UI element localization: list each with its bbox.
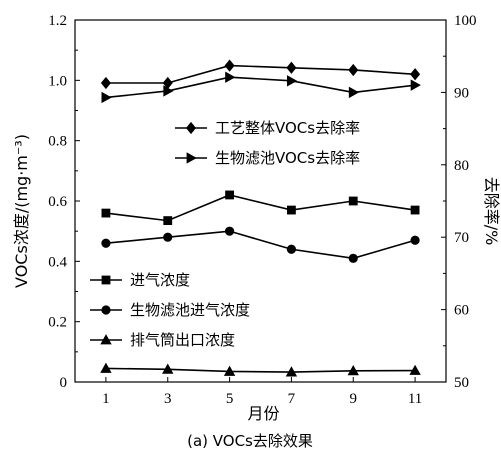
data-point	[100, 76, 111, 90]
axes: 1 3 5 7 9 11 0 0.2 0.4 0.6 0.8 1.0 1.2 50 60 70 80 90 100 月…	[12, 13, 501, 423]
data-point	[347, 365, 359, 376]
legend-marker	[185, 121, 197, 135]
data-point	[286, 244, 297, 254]
chart-caption: (a) VOCs去除效果	[187, 432, 313, 450]
x-axis-label: 月份	[247, 404, 279, 423]
y-left-tick-label: 0.6	[48, 194, 67, 210]
y-left-tick-label: 0.8	[48, 134, 67, 150]
legend-marker	[100, 334, 112, 345]
series-2	[101, 71, 421, 104]
y-left-tick-label: 1.0	[48, 73, 67, 89]
legend-item: 工艺整体VOCs去除率	[175, 119, 360, 137]
y-left-tick-label: 0.4	[48, 254, 67, 270]
x-tick-label: 9	[350, 391, 358, 407]
data-point	[348, 196, 358, 206]
x-tick-label: 7	[288, 391, 296, 407]
y-right-tick-label: 100	[454, 13, 477, 29]
data-point	[287, 205, 296, 215]
y-right-tick-label: 70	[454, 230, 469, 246]
x-tick-label: 3	[164, 391, 172, 407]
y-left-tick-label: 1.2	[48, 13, 67, 29]
data-point	[225, 190, 234, 200]
data-point	[163, 216, 173, 226]
data-point	[348, 86, 360, 99]
x-tick-label: 11	[408, 391, 422, 407]
data-point	[162, 363, 174, 374]
series-line	[105, 76, 416, 99]
legend-marker	[101, 275, 111, 285]
data-point	[410, 205, 420, 215]
legend-label: 进气浓度	[130, 271, 190, 289]
data-point	[348, 253, 358, 263]
series-line	[105, 367, 416, 373]
series-5	[100, 362, 421, 377]
data-point	[287, 75, 298, 87]
data-point	[410, 235, 420, 245]
data-point	[101, 91, 112, 104]
legend-label: 生物滤池进气浓度	[130, 301, 250, 319]
x-tick-label: 1	[102, 391, 110, 407]
data-point	[348, 63, 359, 77]
series-1	[100, 59, 421, 90]
y-right-tick-label: 90	[454, 85, 469, 101]
legend-label: 排气筒出口浓度	[130, 331, 235, 349]
series-4	[101, 226, 420, 263]
data-point	[286, 61, 297, 74]
data-point	[101, 208, 111, 218]
data-point	[410, 79, 421, 91]
legend-item: 生物滤池进气浓度	[90, 301, 250, 319]
data-point	[225, 71, 236, 83]
legend-label: 生物滤池VOCs去除率	[215, 149, 360, 167]
legend-item: 进气浓度	[90, 271, 190, 289]
series-line	[105, 230, 416, 260]
data-point	[410, 68, 421, 81]
y-left-axis-label: VOCs浓度/(mg·m⁻³)	[12, 134, 31, 288]
legend-marker	[186, 152, 197, 164]
y-left-tick-label: 0.2	[48, 315, 67, 331]
data-point	[100, 362, 112, 373]
data-point	[163, 85, 174, 97]
y-right-tick-label: 50	[454, 375, 469, 391]
legend-layer: 工艺整体VOCs去除率生物滤池VOCs去除率进气浓度生物滤池进气浓度排气筒出口浓…	[90, 119, 360, 349]
data-point	[101, 238, 111, 248]
series-3	[101, 190, 420, 226]
data-point	[163, 232, 173, 242]
series-line	[105, 64, 416, 84]
data-point	[223, 365, 236, 376]
data-point	[224, 226, 235, 236]
y-right-tick-label: 60	[454, 303, 469, 319]
legend-item: 生物滤池VOCs去除率	[175, 149, 360, 167]
plot-frame	[74, 19, 447, 383]
data-point	[224, 59, 235, 72]
legend-label: 工艺整体VOCs去除率	[215, 119, 360, 137]
data-point	[285, 366, 298, 377]
legend-marker	[101, 305, 111, 315]
y-left-tick-label: 0	[60, 375, 68, 391]
data-point	[409, 364, 421, 375]
x-tick-label: 5	[226, 391, 234, 407]
legend-item: 排气筒出口浓度	[90, 331, 235, 349]
series-line	[105, 194, 416, 222]
series-layer	[100, 59, 421, 377]
y-right-axis-label: 去除率/%	[482, 177, 501, 246]
y-right-tick-label: 80	[454, 158, 469, 174]
